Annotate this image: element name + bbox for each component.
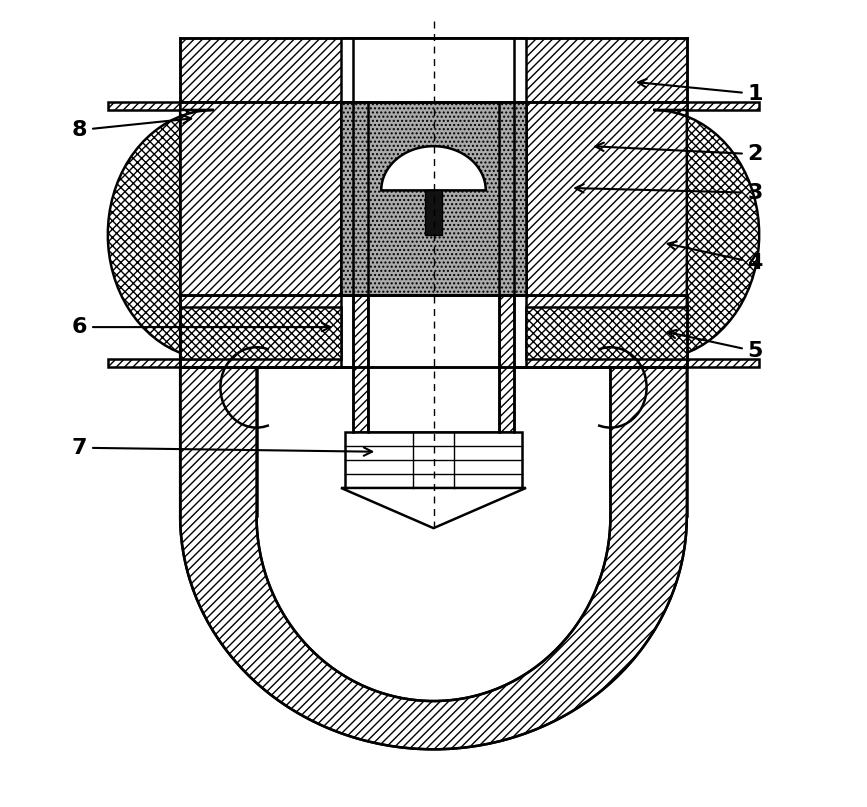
Polygon shape: [341, 488, 526, 528]
Polygon shape: [345, 432, 522, 488]
Polygon shape: [687, 359, 759, 367]
Text: 8: 8: [72, 115, 191, 140]
Polygon shape: [381, 146, 486, 190]
Polygon shape: [353, 295, 368, 432]
Polygon shape: [180, 367, 687, 749]
Polygon shape: [653, 110, 759, 359]
Polygon shape: [257, 367, 610, 701]
Polygon shape: [341, 102, 376, 295]
Text: 4: 4: [668, 241, 763, 273]
Text: 1: 1: [638, 79, 763, 104]
Polygon shape: [341, 38, 526, 102]
Polygon shape: [499, 295, 514, 432]
Polygon shape: [341, 102, 526, 295]
Polygon shape: [341, 295, 526, 367]
Text: 7: 7: [72, 437, 372, 458]
Polygon shape: [526, 307, 687, 359]
Text: 3: 3: [576, 183, 763, 203]
Polygon shape: [491, 102, 526, 295]
Polygon shape: [108, 102, 180, 110]
Text: 2: 2: [596, 143, 763, 164]
Polygon shape: [526, 102, 687, 295]
Polygon shape: [108, 359, 180, 367]
Bar: [425, 190, 442, 235]
Polygon shape: [687, 102, 759, 110]
Polygon shape: [180, 307, 341, 359]
Polygon shape: [180, 38, 687, 102]
Text: 5: 5: [668, 330, 763, 362]
Text: 6: 6: [72, 317, 330, 337]
Polygon shape: [108, 110, 214, 359]
Polygon shape: [180, 102, 341, 295]
Polygon shape: [180, 295, 687, 367]
Polygon shape: [368, 295, 499, 432]
